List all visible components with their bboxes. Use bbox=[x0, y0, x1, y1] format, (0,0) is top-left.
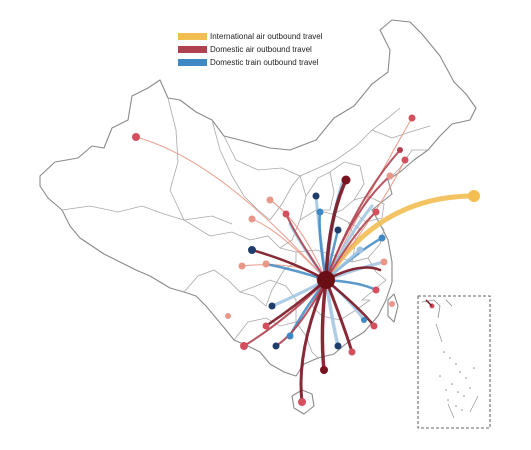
border-inner-mongolia bbox=[223, 107, 401, 177]
point-hebei bbox=[312, 192, 320, 200]
legend-item-domestic-train: Domestic train outbound travel bbox=[178, 56, 323, 69]
point-guiyang bbox=[262, 322, 270, 330]
route-to-qinghai bbox=[251, 218, 327, 281]
border-sichuan-yunnan bbox=[183, 269, 267, 307]
legend-swatch-international bbox=[178, 33, 207, 40]
air-route-xian bbox=[285, 213, 327, 281]
border-zhejiang-fujian bbox=[360, 257, 387, 301]
air-route-nanning bbox=[275, 279, 327, 347]
border-northeast bbox=[371, 125, 431, 181]
origin-point bbox=[317, 271, 335, 289]
point-beijing bbox=[341, 175, 351, 185]
point-anhui bbox=[356, 246, 364, 254]
point-qinghai bbox=[248, 215, 256, 223]
point-shaanxi bbox=[282, 210, 290, 218]
point-sichuan bbox=[248, 246, 256, 254]
domestic-air-routes bbox=[243, 149, 401, 404]
legend-item-international-air: International air outbound travel bbox=[178, 30, 323, 43]
point-heilongjiang bbox=[408, 114, 416, 122]
legend-swatch-domestic-air bbox=[178, 46, 207, 53]
point-jiangsu bbox=[378, 234, 386, 242]
point-guizhou bbox=[268, 302, 276, 310]
international-air-route bbox=[323, 193, 477, 283]
border-yunnan-guangxi bbox=[233, 317, 297, 341]
legend-swatch-train bbox=[178, 59, 207, 66]
point-kunming bbox=[240, 342, 248, 350]
inset-frame bbox=[417, 295, 491, 429]
point-zhejiang bbox=[372, 286, 380, 294]
point-chongqing bbox=[262, 260, 270, 268]
point-xiamen bbox=[370, 322, 378, 330]
point-tibet-east bbox=[238, 262, 246, 270]
border-guangxi-guangdong bbox=[295, 321, 319, 359]
point-hainan bbox=[298, 398, 306, 406]
taiwan-island bbox=[387, 293, 399, 323]
point-yunnan-west bbox=[225, 313, 231, 319]
inset-route bbox=[425, 299, 433, 307]
inset-islands bbox=[439, 351, 475, 411]
route-to-xinjiang bbox=[135, 136, 327, 281]
air-route-qingdao bbox=[325, 211, 377, 281]
border-hebei bbox=[329, 161, 365, 215]
air-route-guangzhou bbox=[320, 278, 328, 372]
border-xinjiang-tibet bbox=[61, 205, 233, 225]
point-guangxi bbox=[286, 332, 294, 340]
legend-label-international: International air outbound travel bbox=[210, 32, 323, 41]
point-taiwan bbox=[389, 301, 395, 307]
point-guangdong bbox=[334, 342, 342, 350]
international-destination-point bbox=[468, 190, 480, 202]
country-outline bbox=[39, 19, 477, 377]
border-chongqing bbox=[265, 252, 297, 307]
air-route-hainan bbox=[299, 278, 328, 404]
point-liaoning bbox=[386, 172, 394, 180]
point-guangzhou bbox=[320, 366, 328, 374]
point-nanning bbox=[272, 342, 280, 350]
legend-label-domestic-air: Domestic air outbound travel bbox=[210, 45, 312, 54]
legend-item-domestic-air: Domestic air outbound travel bbox=[178, 43, 323, 56]
air-route-shenyang bbox=[325, 175, 391, 281]
border-xinjiang-qinghai bbox=[167, 97, 185, 221]
legend-label-train: Domestic train outbound travel bbox=[210, 58, 319, 67]
point-shanxi bbox=[316, 208, 324, 216]
border-gansu bbox=[211, 119, 271, 221]
inset-coastline bbox=[421, 299, 453, 319]
point-harbin bbox=[397, 147, 403, 153]
border-shaanxi bbox=[269, 175, 307, 249]
point-shandong bbox=[372, 208, 380, 216]
air-route-beijing bbox=[324, 178, 348, 282]
point-shenzhen bbox=[348, 348, 356, 356]
point-gansu bbox=[266, 196, 274, 204]
point-henan bbox=[334, 226, 342, 234]
border-shanxi bbox=[305, 171, 335, 211]
south-china-sea-inset bbox=[417, 295, 491, 429]
destination-points bbox=[132, 114, 416, 406]
point-fujian bbox=[361, 317, 367, 323]
map-legend: International air outbound travel Domest… bbox=[178, 30, 323, 69]
route-to-gansu bbox=[269, 199, 327, 281]
inset-dashed-line bbox=[435, 323, 479, 419]
border-qinghai-sichuan bbox=[183, 219, 281, 249]
point-xinjiang bbox=[132, 133, 140, 141]
point-shanghai bbox=[380, 258, 388, 266]
china-boundary bbox=[39, 19, 477, 415]
point-jilin bbox=[401, 156, 409, 164]
